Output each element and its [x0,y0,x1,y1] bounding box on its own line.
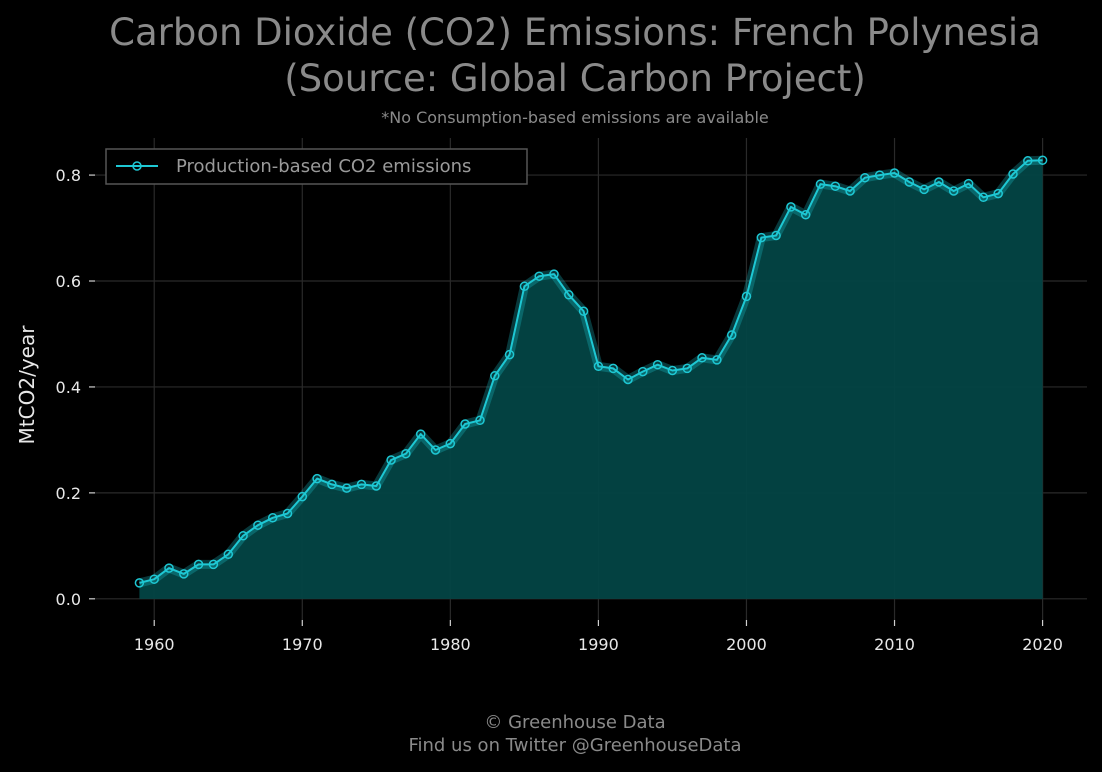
x-tick-label: 1990 [578,635,619,654]
legend-entry-label: Production-based CO2 emissions [176,156,471,177]
data-point [490,371,500,381]
data-point [652,359,663,370]
data-point [253,520,263,530]
footer-twitter: Find us on Twitter @GreenhouseData [408,735,742,756]
chart-subtitle: *No Consumption-based emissions are avai… [381,108,769,127]
data-point [341,483,352,493]
y-tick-label: 0.4 [56,378,81,397]
data-point [193,559,204,570]
data-point [1037,155,1048,165]
data-point [712,355,722,365]
data-point [401,448,411,459]
x-tick-label: 1970 [282,635,323,654]
data-point [356,479,367,490]
data-point [978,192,989,203]
data-point [756,232,767,243]
data-point [934,177,944,187]
data-point [1008,169,1018,179]
data-point [860,172,870,183]
legend: Production-based CO2 emissions [105,148,528,185]
chart-title-line1: Carbon Dioxide (CO2) Emissions: French P… [109,11,1041,54]
data-point [504,349,515,360]
data-point [208,559,219,570]
data-point [1023,156,1033,166]
y-tick-label: 0.8 [56,166,81,185]
data-point [623,374,633,385]
x-tick-label: 2000 [726,635,767,654]
data-point [519,281,530,292]
data-point [460,419,470,429]
y-tick-label: 0.2 [56,484,81,503]
x-tick-label: 2010 [874,635,915,654]
data-point [845,186,855,196]
emissions-area-fill [139,160,1043,599]
data-point [223,549,234,560]
data-point [963,178,974,189]
data-point [267,513,278,523]
data-point [697,353,707,363]
y-tick-label: 0.6 [56,272,81,291]
data-point [608,363,618,374]
axis-ticks [89,174,1044,626]
data-point [179,569,189,579]
chart-title-line2: (Source: Global Carbon Project) [284,57,866,100]
chart-title: Carbon Dioxide (CO2) Emissions: French P… [0,10,1102,102]
data-point [386,455,396,465]
x-tick-labels: 1960 1970 1980 1990 2000 2010 2020 [134,635,1063,654]
data-point [815,179,826,189]
data-point [726,330,737,340]
y-tick-labels: 0.0 0.2 0.4 0.6 0.8 [56,166,81,609]
data-point [578,306,589,316]
data-point [371,481,382,491]
data-point [682,363,692,374]
data-point [164,563,174,573]
data-point [149,574,159,584]
data-point [948,186,959,196]
data-point [327,479,337,490]
data-point [889,168,900,178]
data-point [638,366,648,377]
legend-marker-swatch [132,161,142,171]
data-point [919,184,929,195]
data-point [874,170,885,180]
footer: © Greenhouse Data Find us on Twitter @Gr… [0,711,1102,757]
data-point [993,188,1003,199]
y-tick-label: 0.0 [56,590,81,609]
data-point [800,210,811,220]
x-tick-label: 1980 [430,635,471,654]
data-point [564,290,574,300]
legend-box [105,148,528,185]
data-point [771,230,781,241]
data-point [667,365,678,376]
data-point [549,269,559,279]
x-tick-label: 1960 [134,635,175,654]
data-point [830,181,841,191]
data-point [134,578,145,588]
data-point [445,438,456,449]
data-point [282,508,293,519]
data-point [430,445,441,455]
data-point [904,177,915,187]
data-point [741,291,752,302]
data-point [415,429,426,439]
data-point [786,202,796,212]
footer-copyright: © Greenhouse Data [484,712,666,733]
data-point [238,531,248,541]
y-axis-label: MtCO2/year [15,325,39,445]
data-point [593,361,604,372]
data-markers [134,155,1048,588]
data-point [297,491,308,502]
data-point [534,271,544,281]
data-point [475,415,485,426]
x-tick-label: 2020 [1022,635,1063,654]
data-point [312,473,322,484]
